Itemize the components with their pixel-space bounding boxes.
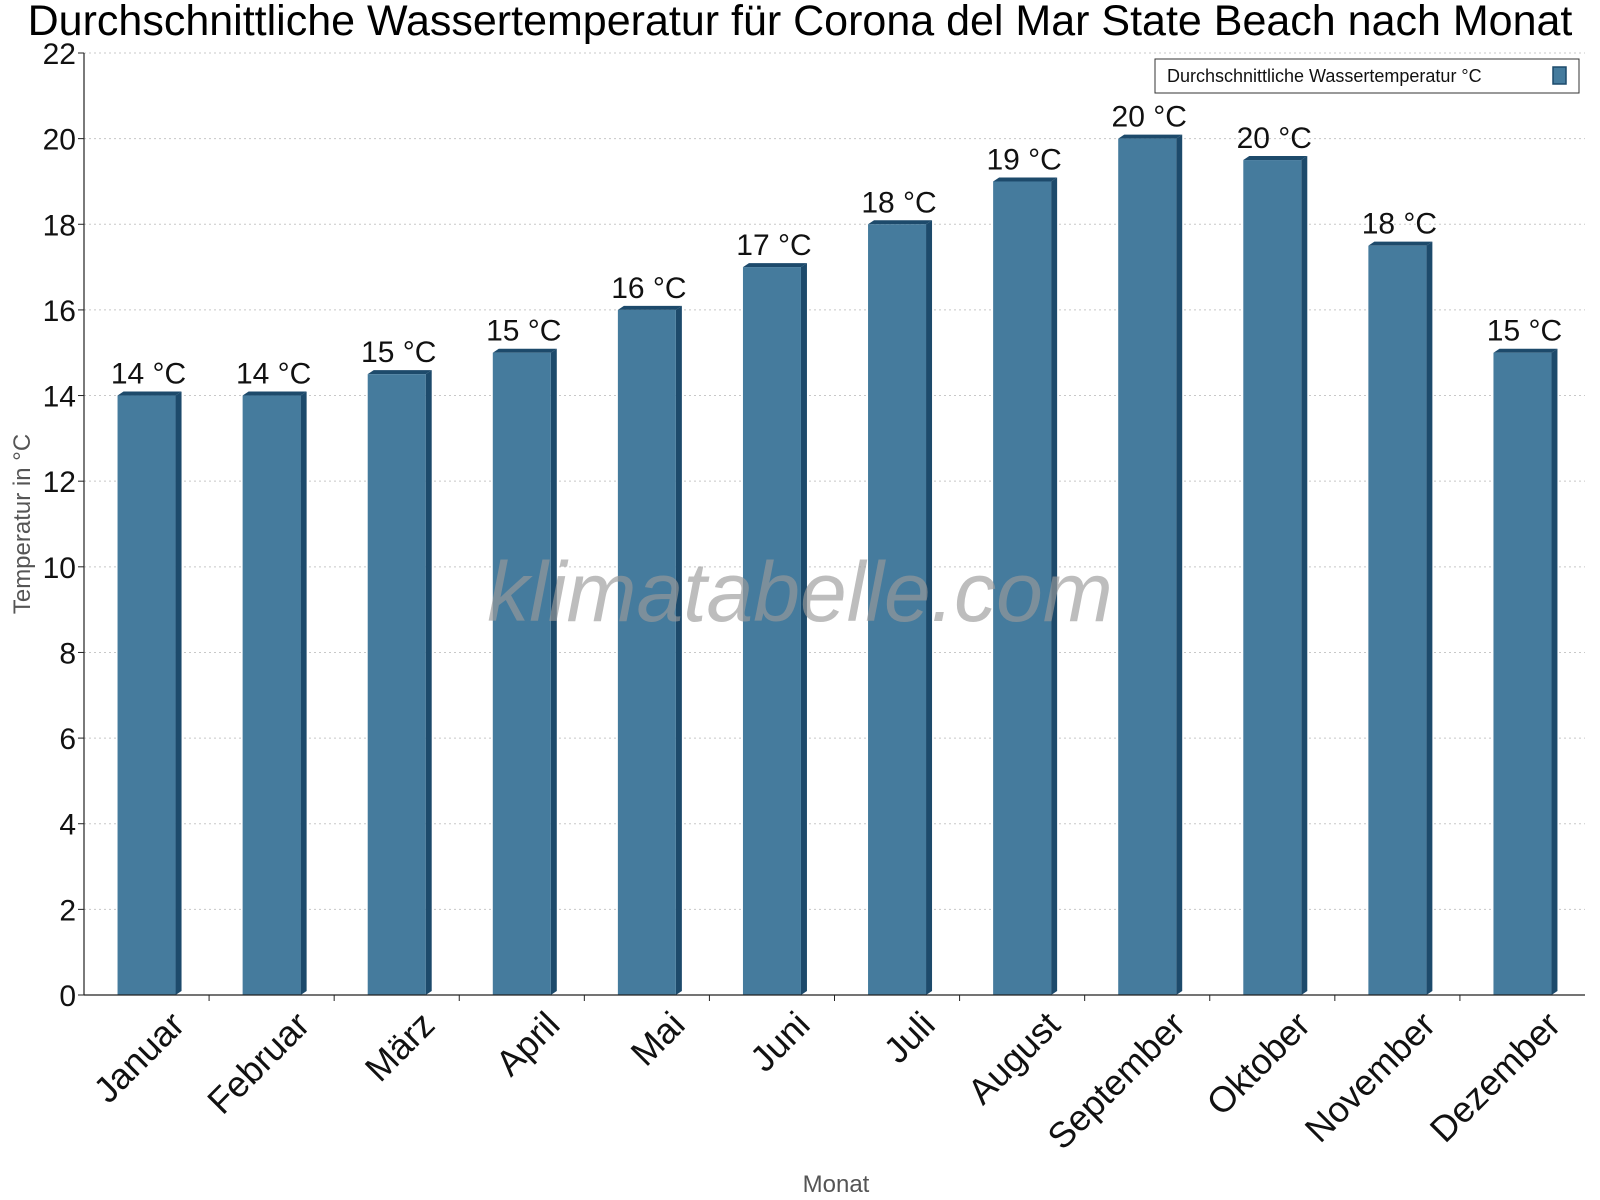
y-tick-label: 22 — [43, 38, 76, 71]
bar-face — [1243, 160, 1302, 995]
x-tick-label: Juni — [742, 1004, 818, 1080]
data-label: 17 °C — [736, 229, 811, 262]
bar-face — [1118, 138, 1177, 996]
bar-side — [1176, 134, 1183, 996]
data-label: 16 °C — [611, 272, 686, 305]
x-axis-title: Monat — [803, 1171, 870, 1198]
bar-face — [742, 267, 801, 995]
legend-box — [1154, 58, 1580, 94]
bar-november — [1368, 241, 1433, 995]
bar-september — [1118, 134, 1183, 996]
bar-top — [1493, 348, 1558, 353]
grid-lines — [84, 52, 1585, 910]
x-tick-label: September — [1039, 1004, 1193, 1158]
bar-side — [550, 348, 557, 995]
y-axis-title: Temperatur in °C — [9, 434, 36, 614]
bars — [117, 134, 1558, 996]
bar-juni — [742, 263, 807, 995]
x-tick-label: April — [488, 1004, 568, 1084]
bar-top — [117, 391, 182, 396]
y-tick-label: 18 — [43, 209, 76, 242]
bar-märz — [367, 370, 432, 995]
data-label: 19 °C — [986, 143, 1061, 176]
bar-top — [617, 305, 682, 310]
chart-title: Durchschnittliche Wassertemperatur für C… — [28, 0, 1573, 45]
y-tick-label: 10 — [43, 552, 76, 585]
bar-top — [868, 220, 933, 225]
bar-januar — [117, 391, 182, 996]
bar-side — [300, 391, 307, 996]
bar-august — [993, 177, 1058, 996]
bar-top — [742, 263, 807, 268]
legend-swatch — [1552, 66, 1567, 85]
bar-top — [367, 370, 432, 375]
bar-face — [868, 224, 927, 996]
bar-face — [1368, 245, 1427, 995]
bar-side — [800, 263, 807, 995]
bar-side — [425, 370, 432, 995]
watermark: klimatabelle.com — [487, 545, 1113, 639]
x-tick-label: Oktober — [1198, 1004, 1318, 1124]
x-ticks: Januar Februar März April Mai Juni Juli AugustS… — [85, 995, 1568, 1157]
bar-top — [993, 177, 1058, 182]
bar-side — [926, 220, 933, 996]
x-tick-label: Januar — [85, 1004, 192, 1111]
bar-face — [117, 395, 176, 996]
axes — [83, 53, 1585, 996]
data-label: 15 °C — [361, 336, 436, 369]
bar-face — [1493, 352, 1552, 995]
y-tick-label: 12 — [43, 466, 76, 499]
y-ticks: 0 2 4 6 8 10 12 14 16 18 20 22 — [43, 38, 84, 1013]
bar-side — [175, 391, 182, 996]
x-tick-label: Februar — [199, 1004, 317, 1122]
bar-side — [1301, 156, 1308, 995]
data-label: 18 °C — [861, 186, 936, 219]
bar-juli — [868, 220, 933, 996]
bar-top — [1368, 241, 1433, 246]
y-tick-label: 4 — [59, 809, 76, 842]
bar-top — [1243, 156, 1308, 161]
bar-face — [492, 352, 551, 995]
y-tick-label: 14 — [43, 381, 76, 414]
x-tick-label: August — [960, 1004, 1068, 1112]
bar-mai — [617, 305, 682, 996]
y-tick-label: 16 — [43, 295, 76, 328]
y-tick-label: 2 — [59, 894, 76, 927]
bar-top — [1118, 134, 1183, 139]
data-label: 14 °C — [236, 358, 311, 391]
data-label: 14 °C — [111, 358, 186, 391]
data-label: 20 °C — [1112, 101, 1187, 134]
y-tick-label: 8 — [59, 637, 76, 670]
x-tick-label: Mai — [623, 1004, 693, 1074]
bar-face — [617, 309, 676, 996]
data-label: 15 °C — [1487, 315, 1562, 348]
bar-februar — [242, 391, 307, 996]
data-label: 18 °C — [1362, 208, 1437, 241]
bar-side — [1426, 241, 1433, 995]
bar-face — [242, 395, 301, 996]
y-tick-label: 20 — [43, 124, 76, 157]
bar-face — [993, 181, 1052, 996]
bar-side — [675, 305, 682, 996]
bar-face — [367, 374, 426, 995]
data-label: 15 °C — [486, 315, 561, 348]
data-labels: 14 °C 14 °C 15 °C 15 °C 16 °C 17 °C 18 °C 19 °C… — [111, 101, 1562, 391]
bar-side — [1051, 177, 1058, 996]
legend-label: Durchschnittliche Wassertemperatur °C — [1167, 66, 1482, 86]
bar-top — [242, 391, 307, 396]
y-tick-label: 0 — [59, 980, 76, 1013]
bar-dezember — [1493, 348, 1558, 995]
bar-april — [492, 348, 557, 995]
x-tick-label: Dezember — [1422, 1004, 1568, 1150]
x-tick-label: März — [357, 1004, 443, 1090]
bar-oktober — [1243, 156, 1308, 995]
bar-top — [492, 348, 557, 353]
y-tick-label: 6 — [59, 723, 76, 756]
bar-side — [1551, 348, 1558, 995]
data-label: 20 °C — [1237, 122, 1312, 155]
x-tick-label: November — [1297, 1004, 1443, 1150]
x-tick-label: Juli — [876, 1004, 943, 1071]
legend: Durchschnittliche Wassertemperatur °C — [1154, 58, 1580, 94]
